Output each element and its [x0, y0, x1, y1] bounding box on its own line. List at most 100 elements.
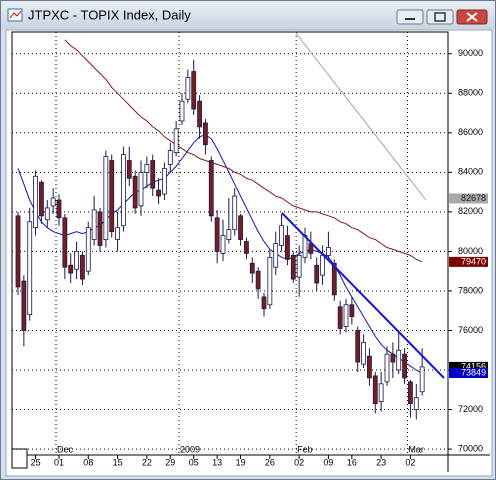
- plot: 7000072000740007600078000800008200084000…: [12, 32, 483, 467]
- y-tick-label: 82000: [458, 206, 483, 216]
- candle-body: [396, 349, 402, 371]
- x-tick-label: 02: [294, 457, 304, 467]
- candle-body: [326, 247, 331, 256]
- candle-body: [367, 355, 372, 379]
- y-tick-label: 70000: [458, 443, 483, 453]
- x-tick-label: 16: [347, 457, 357, 467]
- candle-body: [185, 77, 191, 100]
- candle-body: [126, 160, 132, 179]
- x-tick-label: 09: [323, 457, 333, 467]
- month-label: Feb: [297, 444, 313, 454]
- candle-body: [167, 150, 173, 165]
- minimize-button[interactable]: [396, 9, 424, 25]
- candle-body: [44, 207, 50, 221]
- candle-body: [109, 160, 115, 233]
- candle-body: [290, 254, 296, 280]
- candle-body: [361, 341, 366, 365]
- candle-body: [214, 217, 220, 252]
- candle-body: [197, 100, 202, 128]
- candle-body: [261, 296, 267, 310]
- candle-body: [132, 175, 138, 209]
- y-tick-label: 80000: [458, 246, 483, 256]
- candle-body: [343, 304, 349, 327]
- candle-body: [39, 181, 44, 217]
- maximize-button[interactable]: [426, 9, 454, 25]
- price-tag: [449, 193, 488, 204]
- candle-body: [390, 353, 396, 363]
- candle-body: [74, 251, 79, 270]
- blue-trendline: [281, 212, 445, 379]
- price-tag-label: 79470: [461, 256, 486, 266]
- close-icon: [466, 12, 478, 22]
- candle-body: [68, 264, 74, 274]
- x-tick-label: 26: [265, 457, 275, 467]
- candle-body: [56, 199, 62, 219]
- window-title: JTPXC - TOPIX Index, Daily: [28, 7, 191, 22]
- candle-body: [267, 256, 273, 306]
- candle-body: [21, 280, 27, 331]
- candle-body: [191, 71, 197, 110]
- candle-body: [372, 375, 378, 405]
- candle-body: [402, 353, 407, 379]
- y-tick-label: 72000: [458, 404, 483, 414]
- y-tick-label: 86000: [458, 127, 483, 137]
- x-tick-label: 25: [31, 457, 41, 467]
- candle-body: [173, 128, 179, 153]
- y-tick-label: 90000: [458, 48, 483, 58]
- candle-body: [285, 235, 290, 260]
- x-tick-label: 01: [54, 457, 64, 467]
- window-icon-graph: [9, 10, 22, 19]
- candle-body: [384, 353, 390, 383]
- x-tick-label: 15: [113, 457, 123, 467]
- y-tick-label: 88000: [458, 88, 483, 98]
- candle-body: [273, 243, 279, 268]
- price-tag: [449, 367, 488, 378]
- price-tag-label: 73849: [461, 367, 486, 377]
- x-tick-label: 13: [212, 457, 222, 467]
- candle-body: [156, 189, 161, 197]
- window-icon: [7, 8, 23, 22]
- candle-body: [232, 195, 238, 231]
- month-label: 2009: [180, 444, 200, 454]
- x-tick-label: 02: [405, 457, 415, 467]
- candle-body: [296, 254, 302, 278]
- month-label: Mar: [408, 444, 424, 454]
- candle-body: [244, 241, 249, 254]
- price-tag-label: 82678: [461, 193, 486, 203]
- candle-body: [97, 211, 103, 246]
- candle-body: [320, 254, 325, 276]
- candle-body: [121, 154, 126, 227]
- candle-body: [91, 209, 97, 240]
- candle-body: [355, 330, 361, 363]
- moving-average: [17, 134, 423, 374]
- candle-body: [220, 235, 226, 254]
- scroll-box[interactable]: [11, 448, 28, 469]
- x-tick-label: 05: [189, 457, 199, 467]
- x-tick-label: 23: [376, 457, 386, 467]
- candle-body: [50, 197, 56, 207]
- candle-body: [226, 229, 232, 240]
- candle-body: [249, 262, 255, 274]
- candle-body: [349, 304, 355, 318]
- price-tag-label: 74156: [461, 361, 486, 371]
- candle-body: [331, 262, 337, 296]
- month-label: Dec: [57, 444, 74, 454]
- x-tick-label: 08: [83, 457, 93, 467]
- gray-trendline: [294, 31, 427, 201]
- candle-body: [255, 270, 261, 290]
- price-tag: [449, 256, 488, 267]
- candle-body: [413, 397, 419, 410]
- candle-body: [408, 381, 413, 405]
- candle-body: [115, 227, 120, 240]
- candle-body: [238, 215, 243, 240]
- y-tick-label: 76000: [458, 325, 483, 335]
- candle-body: [419, 366, 425, 393]
- y-tick-label: 84000: [458, 167, 483, 177]
- x-tick-label: 29: [165, 457, 175, 467]
- candle-body: [203, 122, 208, 146]
- candle-body: [15, 215, 21, 288]
- candle-body: [103, 156, 109, 240]
- price-tag: [449, 361, 488, 372]
- candle-body: [80, 254, 85, 280]
